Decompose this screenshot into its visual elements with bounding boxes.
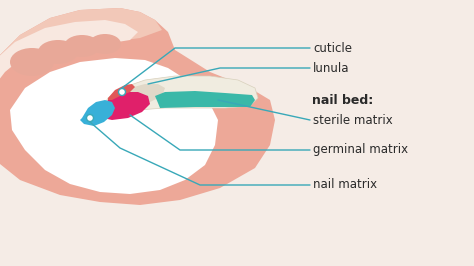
Text: sterile matrix: sterile matrix [313,114,393,127]
Polygon shape [108,84,135,100]
Polygon shape [155,91,255,108]
Ellipse shape [89,34,121,54]
Polygon shape [0,8,275,205]
Text: germinal matrix: germinal matrix [313,143,408,156]
Polygon shape [0,20,138,85]
Polygon shape [0,8,162,85]
Text: cuticle: cuticle [313,41,352,55]
Circle shape [86,114,93,122]
Ellipse shape [10,48,54,76]
Polygon shape [80,100,115,126]
Ellipse shape [64,35,100,57]
Circle shape [118,89,126,95]
Text: lunula: lunula [313,61,349,74]
Polygon shape [10,58,218,194]
Polygon shape [100,76,258,118]
Polygon shape [110,84,165,108]
Polygon shape [100,92,150,120]
Text: nail bed:: nail bed: [312,94,373,106]
Ellipse shape [38,40,78,64]
Text: nail matrix: nail matrix [313,178,377,192]
